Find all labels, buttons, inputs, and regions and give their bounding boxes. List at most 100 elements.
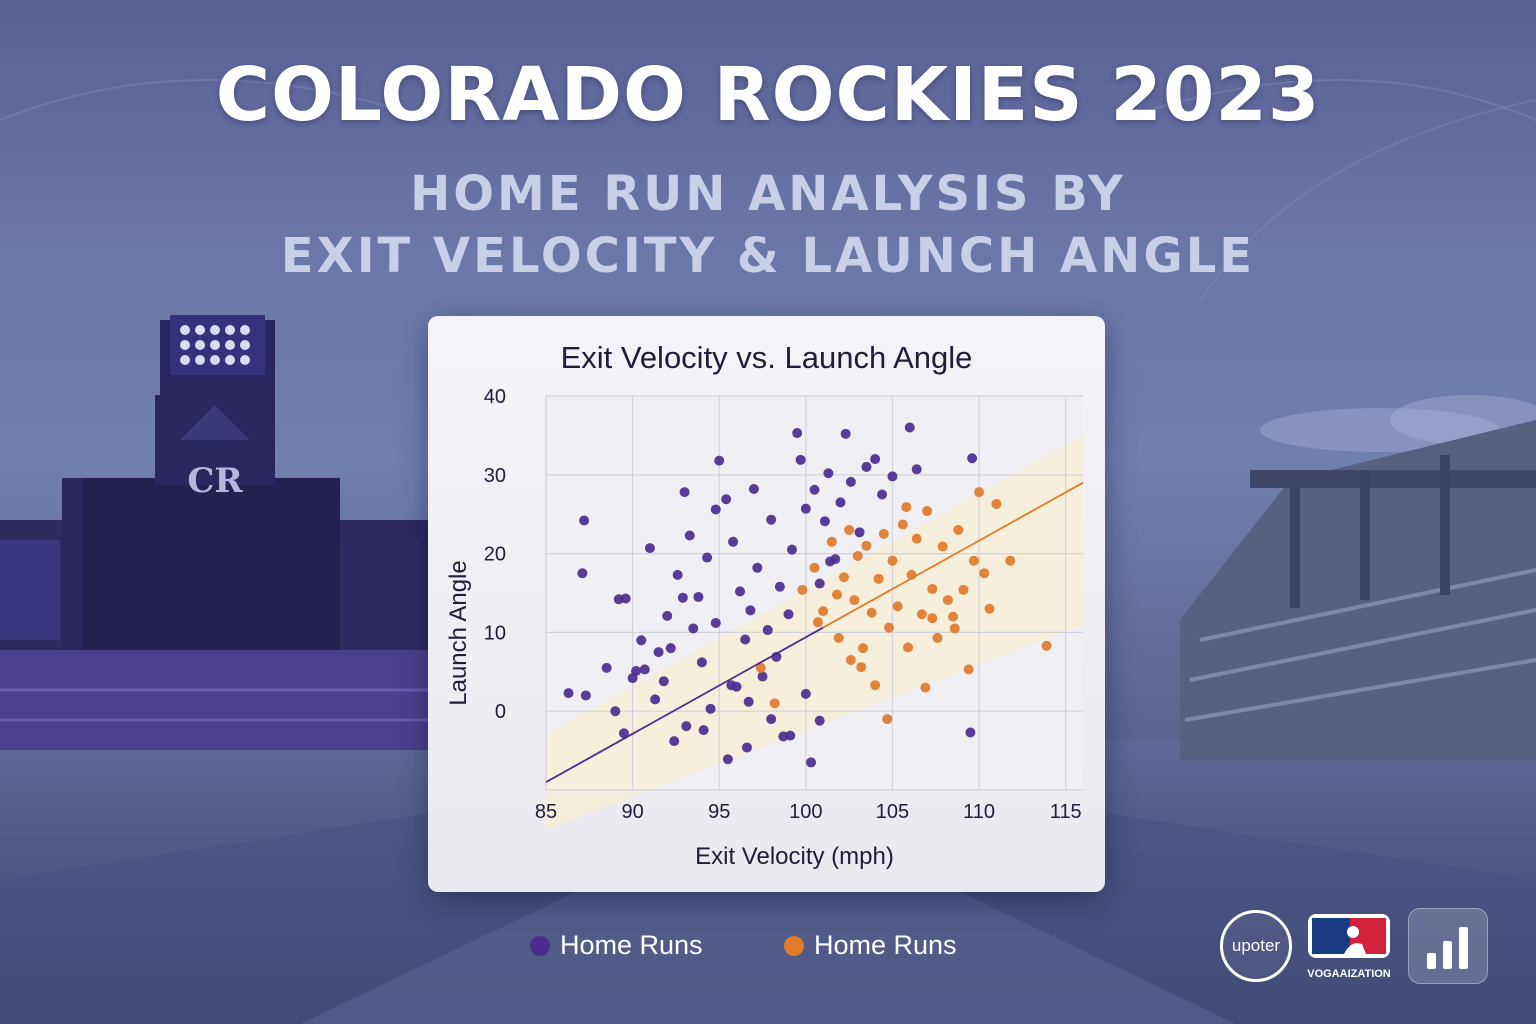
data-point-orange xyxy=(797,584,808,595)
data-point-purple xyxy=(911,464,922,475)
data-point-orange xyxy=(927,613,938,624)
data-point-orange xyxy=(916,609,927,620)
data-point-purple xyxy=(658,676,669,687)
data-point-purple xyxy=(684,530,695,541)
x-tick-label: 95 xyxy=(708,801,730,823)
mlb-caption: VOGAAIZATION xyxy=(1307,968,1391,980)
data-point-purple xyxy=(722,754,733,765)
data-point-purple xyxy=(681,721,692,732)
data-point-purple xyxy=(636,635,647,646)
data-point-purple xyxy=(714,455,725,466)
data-point-purple xyxy=(774,581,785,592)
data-point-purple xyxy=(840,428,851,439)
data-point-orange xyxy=(963,664,974,675)
data-point-purple xyxy=(620,593,631,604)
data-point-orange xyxy=(949,623,960,634)
data-point-purple xyxy=(877,489,888,500)
legend-item-orange: Home Runs xyxy=(784,930,957,961)
x-tick-label: 110 xyxy=(963,801,995,823)
data-point-purple xyxy=(601,662,612,673)
data-point-orange xyxy=(769,698,780,709)
data-point-purple xyxy=(766,714,777,725)
data-point-purple xyxy=(904,422,915,433)
data-point-orange xyxy=(1041,640,1052,651)
data-point-orange xyxy=(932,632,943,643)
legend-swatch-orange xyxy=(784,935,804,956)
data-point-purple xyxy=(809,484,820,495)
data-point-orange xyxy=(826,536,837,547)
data-point-orange xyxy=(873,573,884,584)
x-tick-label: 90 xyxy=(621,801,643,823)
data-point-orange xyxy=(809,562,820,573)
data-point-orange xyxy=(903,642,914,653)
data-point-purple xyxy=(766,514,777,525)
data-point-purple xyxy=(644,543,655,554)
data-point-purple xyxy=(563,688,574,699)
data-point-purple xyxy=(741,742,752,753)
data-point-purple xyxy=(745,605,756,616)
upoter-logo-text: upoter xyxy=(1231,936,1281,955)
data-point-orange xyxy=(818,606,829,617)
data-point-purple xyxy=(710,504,721,515)
data-point-orange xyxy=(849,595,860,606)
data-point-orange xyxy=(984,603,995,614)
data-point-purple xyxy=(696,657,707,668)
data-point-purple xyxy=(735,586,746,597)
x-axis-label: Exit Velocity (mph) xyxy=(695,843,894,870)
data-point-orange xyxy=(953,524,964,535)
data-point-purple xyxy=(679,487,690,498)
data-point-purple xyxy=(577,568,588,579)
data-point-orange xyxy=(858,643,869,654)
data-point-purple xyxy=(795,454,806,465)
data-point-purple xyxy=(662,610,673,621)
data-point-purple xyxy=(965,727,976,738)
data-point-purple xyxy=(845,476,856,487)
data-point-purple xyxy=(728,536,739,547)
page-subtitle-line1: HOME RUN ANALYSIS BY xyxy=(410,166,1126,222)
data-point-orange xyxy=(845,654,856,665)
data-point-purple xyxy=(762,625,773,636)
data-point-orange xyxy=(861,540,872,551)
data-point-purple xyxy=(800,688,811,699)
x-tick-label: 105 xyxy=(876,801,909,823)
data-point-purple xyxy=(710,617,721,628)
bar-chart-icon xyxy=(1408,908,1488,984)
data-point-orange xyxy=(856,662,867,673)
data-point-orange xyxy=(974,487,985,498)
legend-swatch-purple xyxy=(530,935,550,956)
data-point-purple xyxy=(800,503,811,514)
data-point-purple xyxy=(721,494,732,505)
x-tick-label: 115 xyxy=(1050,801,1082,823)
data-point-orange xyxy=(887,555,898,566)
data-point-purple xyxy=(579,515,590,526)
trend-line-orange xyxy=(822,481,1084,629)
data-point-orange xyxy=(911,533,922,544)
data-point-orange xyxy=(901,502,912,513)
data-point-purple xyxy=(610,706,621,717)
data-point-orange xyxy=(892,601,903,612)
data-point-purple xyxy=(669,736,680,747)
data-point-orange xyxy=(833,632,844,643)
chart-title: Exit Velocity vs. Launch Angle xyxy=(560,340,973,375)
data-point-orange xyxy=(844,524,855,535)
data-point-orange xyxy=(1005,555,1016,566)
data-point-purple xyxy=(650,694,661,705)
y-tick-label: 20 xyxy=(484,544,506,566)
legend-label-purple: Home Runs xyxy=(560,930,703,960)
data-point-purple xyxy=(698,725,709,736)
cr-logo: CR xyxy=(187,461,243,501)
data-point-orange xyxy=(942,595,953,606)
chart-card: 85 90 95 100 105 110 115 0 10 20 30 40 Exit Velocity… xyxy=(428,316,1105,892)
data-point-purple xyxy=(823,468,834,479)
data-point-purple xyxy=(580,690,591,701)
data-point-orange xyxy=(927,584,938,595)
data-point-orange xyxy=(958,584,969,595)
data-point-purple xyxy=(688,623,699,634)
page-title: COLORADO ROCKIES 2023 xyxy=(215,52,1321,138)
data-point-purple xyxy=(870,454,881,465)
y-tick-label: 0 xyxy=(495,701,506,723)
data-point-purple xyxy=(783,609,794,620)
x-tick-label: 100 xyxy=(789,801,822,823)
data-point-orange xyxy=(882,714,893,725)
